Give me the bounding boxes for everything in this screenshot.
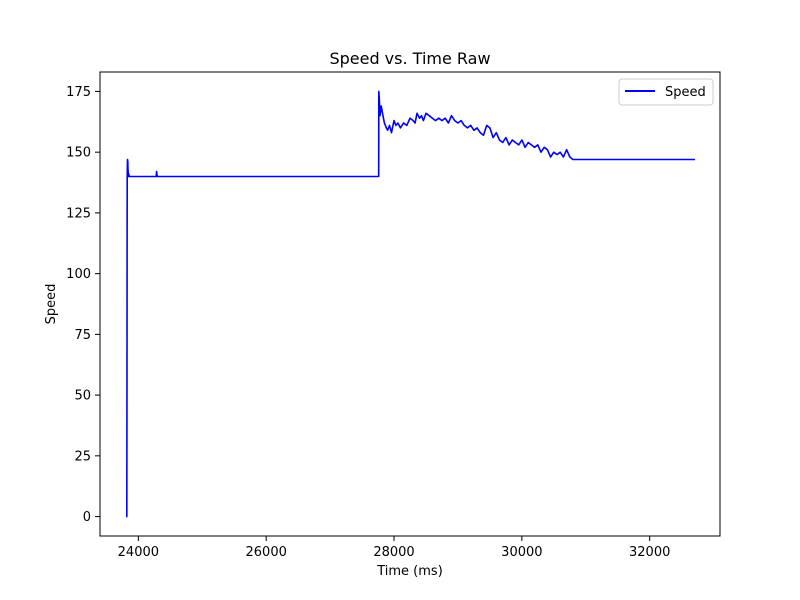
x-tick-label: 28000	[373, 545, 414, 560]
y-tick-label: 175	[66, 85, 91, 100]
x-tick-label: 24000	[118, 545, 159, 560]
plot-area	[126, 90, 696, 518]
legend-label: Speed	[665, 85, 706, 100]
x-axis-label: Time (ms)	[376, 564, 443, 579]
series-line-speed	[126, 90, 696, 518]
legend: Speed	[618, 78, 714, 106]
axes-frame	[99, 71, 721, 537]
y-axis-label: Speed	[44, 284, 59, 325]
legend-box	[618, 78, 714, 106]
x-tick-label: 26000	[246, 545, 287, 560]
axes: 24000 26000 28000 30000 32000 0 25 50 75 100 125 15…	[66, 85, 670, 560]
y-tick-label: 50	[74, 389, 91, 404]
chart-title: Speed vs. Time Raw	[329, 49, 490, 68]
y-tick-label: 125	[66, 206, 91, 221]
y-tick-label: 75	[74, 328, 91, 343]
y-tick-label: 0	[83, 510, 91, 525]
y-tick-label: 150	[66, 146, 91, 161]
x-tick-label: 32000	[629, 545, 670, 560]
y-tick-label: 25	[74, 449, 91, 464]
y-tick-label: 100	[66, 267, 91, 282]
x-tick-label: 30000	[501, 545, 542, 560]
